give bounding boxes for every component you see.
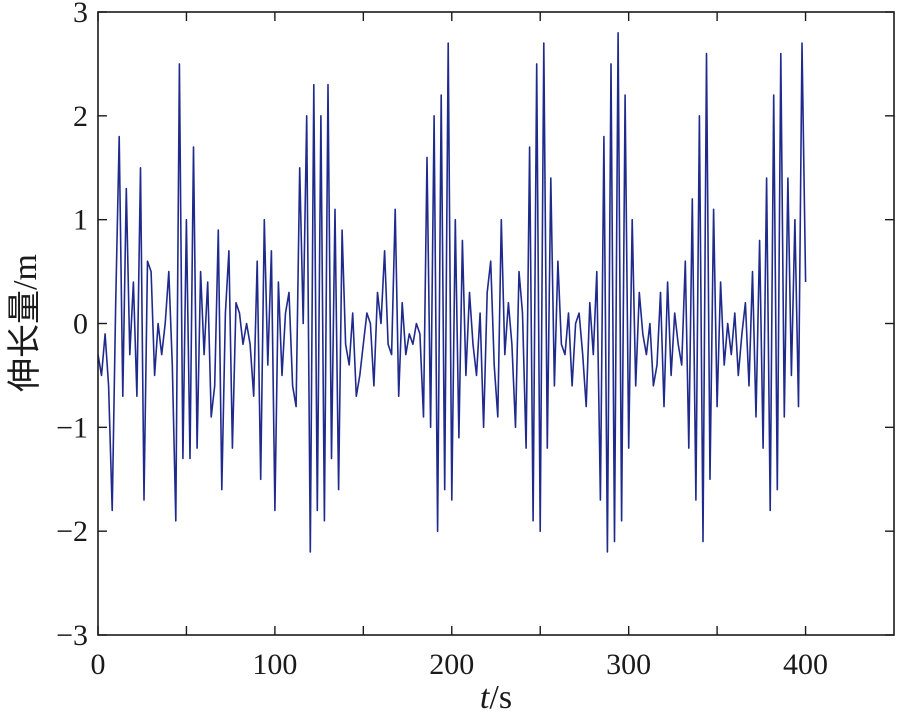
y-tick-label: 3 [73, 0, 88, 29]
y-axis: −3 −2 −1 0 1 2 3 [56, 0, 894, 652]
x-axis-label: t/s [480, 679, 512, 716]
y-tick-label: 2 [73, 100, 88, 133]
series-line [98, 31, 807, 553]
x-tick-label: 300 [606, 648, 651, 681]
x-axis: 0 100 200 300 400 [91, 12, 828, 681]
y-tick-label: 1 [73, 204, 88, 237]
y-tick-label: 0 [73, 308, 88, 341]
y-tick-label: −1 [56, 411, 88, 444]
plot-frame [97, 11, 895, 636]
x-tick-label: 200 [429, 648, 474, 681]
y-tick-label: −2 [56, 515, 88, 548]
x-tick-label: 0 [91, 648, 106, 681]
y-axis-label: 伸长量/m [7, 254, 44, 392]
y-tick-label: −3 [56, 619, 88, 652]
x-tick-label: 400 [783, 648, 828, 681]
x-tick-label: 100 [252, 648, 297, 681]
